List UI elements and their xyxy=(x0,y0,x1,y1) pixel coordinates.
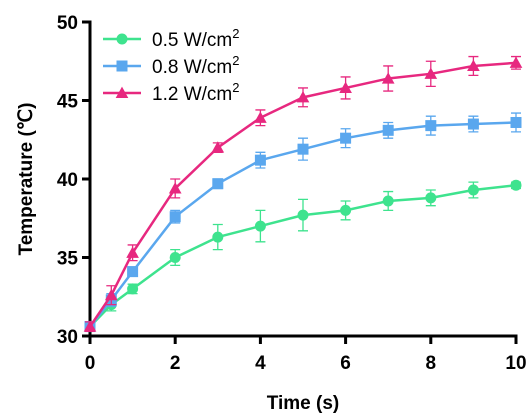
data-point-square xyxy=(255,155,266,166)
legend-item: 0.8 W/cm2 xyxy=(103,53,239,78)
x-tick-label: 6 xyxy=(340,353,351,374)
data-point-circle xyxy=(117,34,128,45)
data-point-circle xyxy=(127,283,138,294)
data-point-square xyxy=(468,119,479,130)
legend-label-superscript: 2 xyxy=(232,80,239,95)
x-ticks: 0 2 4 6 8 10 xyxy=(85,336,527,374)
y-tick-label: 30 xyxy=(57,327,78,348)
legend-label: 0.8 W/cm2 xyxy=(152,53,239,78)
y-tick-label: 35 xyxy=(57,249,79,270)
y-tick-label: 45 xyxy=(57,92,79,113)
data-point-square xyxy=(511,117,522,128)
data-point-circle xyxy=(298,210,309,221)
legend-label: 0.5 W/cm2 xyxy=(152,26,239,51)
x-tick-label: 0 xyxy=(85,353,96,374)
data-point-circle xyxy=(255,221,266,232)
data-point-triangle xyxy=(254,111,267,122)
data-point-square xyxy=(212,178,223,189)
legend-item: 0.5 W/cm2 xyxy=(103,26,239,51)
y-tick-label: 40 xyxy=(57,170,78,191)
y-axis-title: Temperature (℃) xyxy=(16,103,37,256)
x-tick-label: 10 xyxy=(505,353,526,374)
x-axis-title: Time (s) xyxy=(267,393,340,414)
x-tick-label: 8 xyxy=(426,353,437,374)
legend-label-text: 0.8 W/cm xyxy=(152,57,232,78)
legend-label: 1.2 W/cm2 xyxy=(152,80,239,105)
x-tick-label: 2 xyxy=(170,353,181,374)
legend-label-text: 0.5 W/cm xyxy=(152,30,232,51)
data-point-square xyxy=(127,266,138,277)
data-point-square xyxy=(340,133,351,144)
data-point-circle xyxy=(170,252,181,263)
x-tick-label: 4 xyxy=(255,353,266,374)
data-point-circle xyxy=(468,184,479,195)
data-point-square xyxy=(425,120,436,131)
series-1 xyxy=(85,180,522,332)
legend-label-superscript: 2 xyxy=(232,53,239,68)
legend-label-superscript: 2 xyxy=(232,26,239,41)
data-point-circle xyxy=(383,195,394,206)
y-ticks: 30 35 40 45 50 xyxy=(57,13,90,348)
y-tick-label: 50 xyxy=(57,13,78,34)
data-point-square xyxy=(298,144,309,155)
series-layer xyxy=(84,56,523,332)
data-point-circle xyxy=(425,192,436,203)
legend-label-text: 1.2 W/cm xyxy=(152,84,232,105)
data-point-square xyxy=(170,211,181,222)
data-point-square xyxy=(117,61,128,72)
data-point-circle xyxy=(212,232,223,243)
data-point-circle xyxy=(511,180,522,191)
legend-item: 1.2 W/cm2 xyxy=(103,80,239,105)
data-point-circle xyxy=(340,205,351,216)
data-point-square xyxy=(383,125,394,136)
